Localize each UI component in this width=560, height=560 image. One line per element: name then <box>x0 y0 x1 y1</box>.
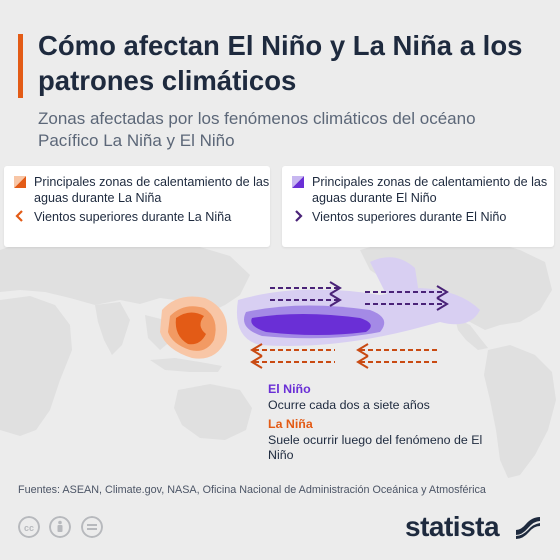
el-nino-annotation-title: El Niño <box>268 382 311 396</box>
la-nina-warming-zone <box>160 296 228 359</box>
legend-el-nino: Principales zonas de calentamiento de la… <box>282 166 554 247</box>
asia-landmass <box>0 232 250 312</box>
la-nina-annotation-title: La Niña <box>268 417 313 431</box>
title-accent-bar <box>18 34 23 98</box>
el-nino-warming-zone <box>236 257 480 346</box>
page-subtitle: Zonas afectadas por los fenómenos climát… <box>38 109 476 150</box>
legend-la-nina: Principales zonas de calentamiento de la… <box>4 166 270 247</box>
statista-logo-text[interactable]: statista <box>405 511 500 542</box>
la-nina-annotation: La Niña Suele ocurrir luego del fenómeno… <box>268 417 488 464</box>
el-nino-warming-label: Principales zonas de calentamiento de la… <box>312 175 548 205</box>
attribution-icon[interactable] <box>49 516 72 538</box>
la-nina-wind-chevron-icon <box>15 210 23 222</box>
indonesia-landmass <box>150 358 222 372</box>
africa-landmass <box>0 296 72 436</box>
statista-logo-icon <box>516 517 540 539</box>
page-title: Cómo afectan El Niño y La Niña a los pat… <box>38 30 523 96</box>
la-nina-warming-icon <box>14 176 26 188</box>
el-nino-warming-icon <box>292 176 304 188</box>
south-america-landmass <box>484 345 556 478</box>
el-nino-winds-label: Vientos superiores durante El Niño <box>312 210 507 224</box>
la-nina-warming-label: Principales zonas de calentamiento de la… <box>34 175 270 205</box>
el-nino-wind-arrows <box>270 281 449 311</box>
license-icons: cc <box>18 516 108 543</box>
cc-icon[interactable]: cc <box>18 516 40 538</box>
australia-landmass <box>174 384 252 440</box>
central-america-landmass <box>455 318 488 350</box>
japan-landmass <box>226 268 238 292</box>
la-nina-winds-label: Vientos superiores durante La Niña <box>34 210 232 224</box>
svg-text:cc: cc <box>24 523 34 533</box>
el-nino-annotation: El Niño Ocurre cada dos a siete años <box>268 382 430 413</box>
north-america-landmass <box>360 232 552 330</box>
el-nino-wind-chevron-icon <box>295 210 303 222</box>
la-nina-annotation-text: Suele ocurrir luego del fenómeno de El N… <box>268 432 483 463</box>
no-derivatives-icon[interactable] <box>80 516 103 538</box>
new-zealand-landmass <box>268 440 280 460</box>
la-nina-wind-arrows <box>250 343 440 369</box>
india-landmass <box>95 302 130 355</box>
el-nino-annotation-text: Ocurre cada dos a siete años <box>268 397 430 412</box>
sources-text: Fuentes: ASEAN, Climate.gov, NASA, Ofici… <box>18 484 486 496</box>
